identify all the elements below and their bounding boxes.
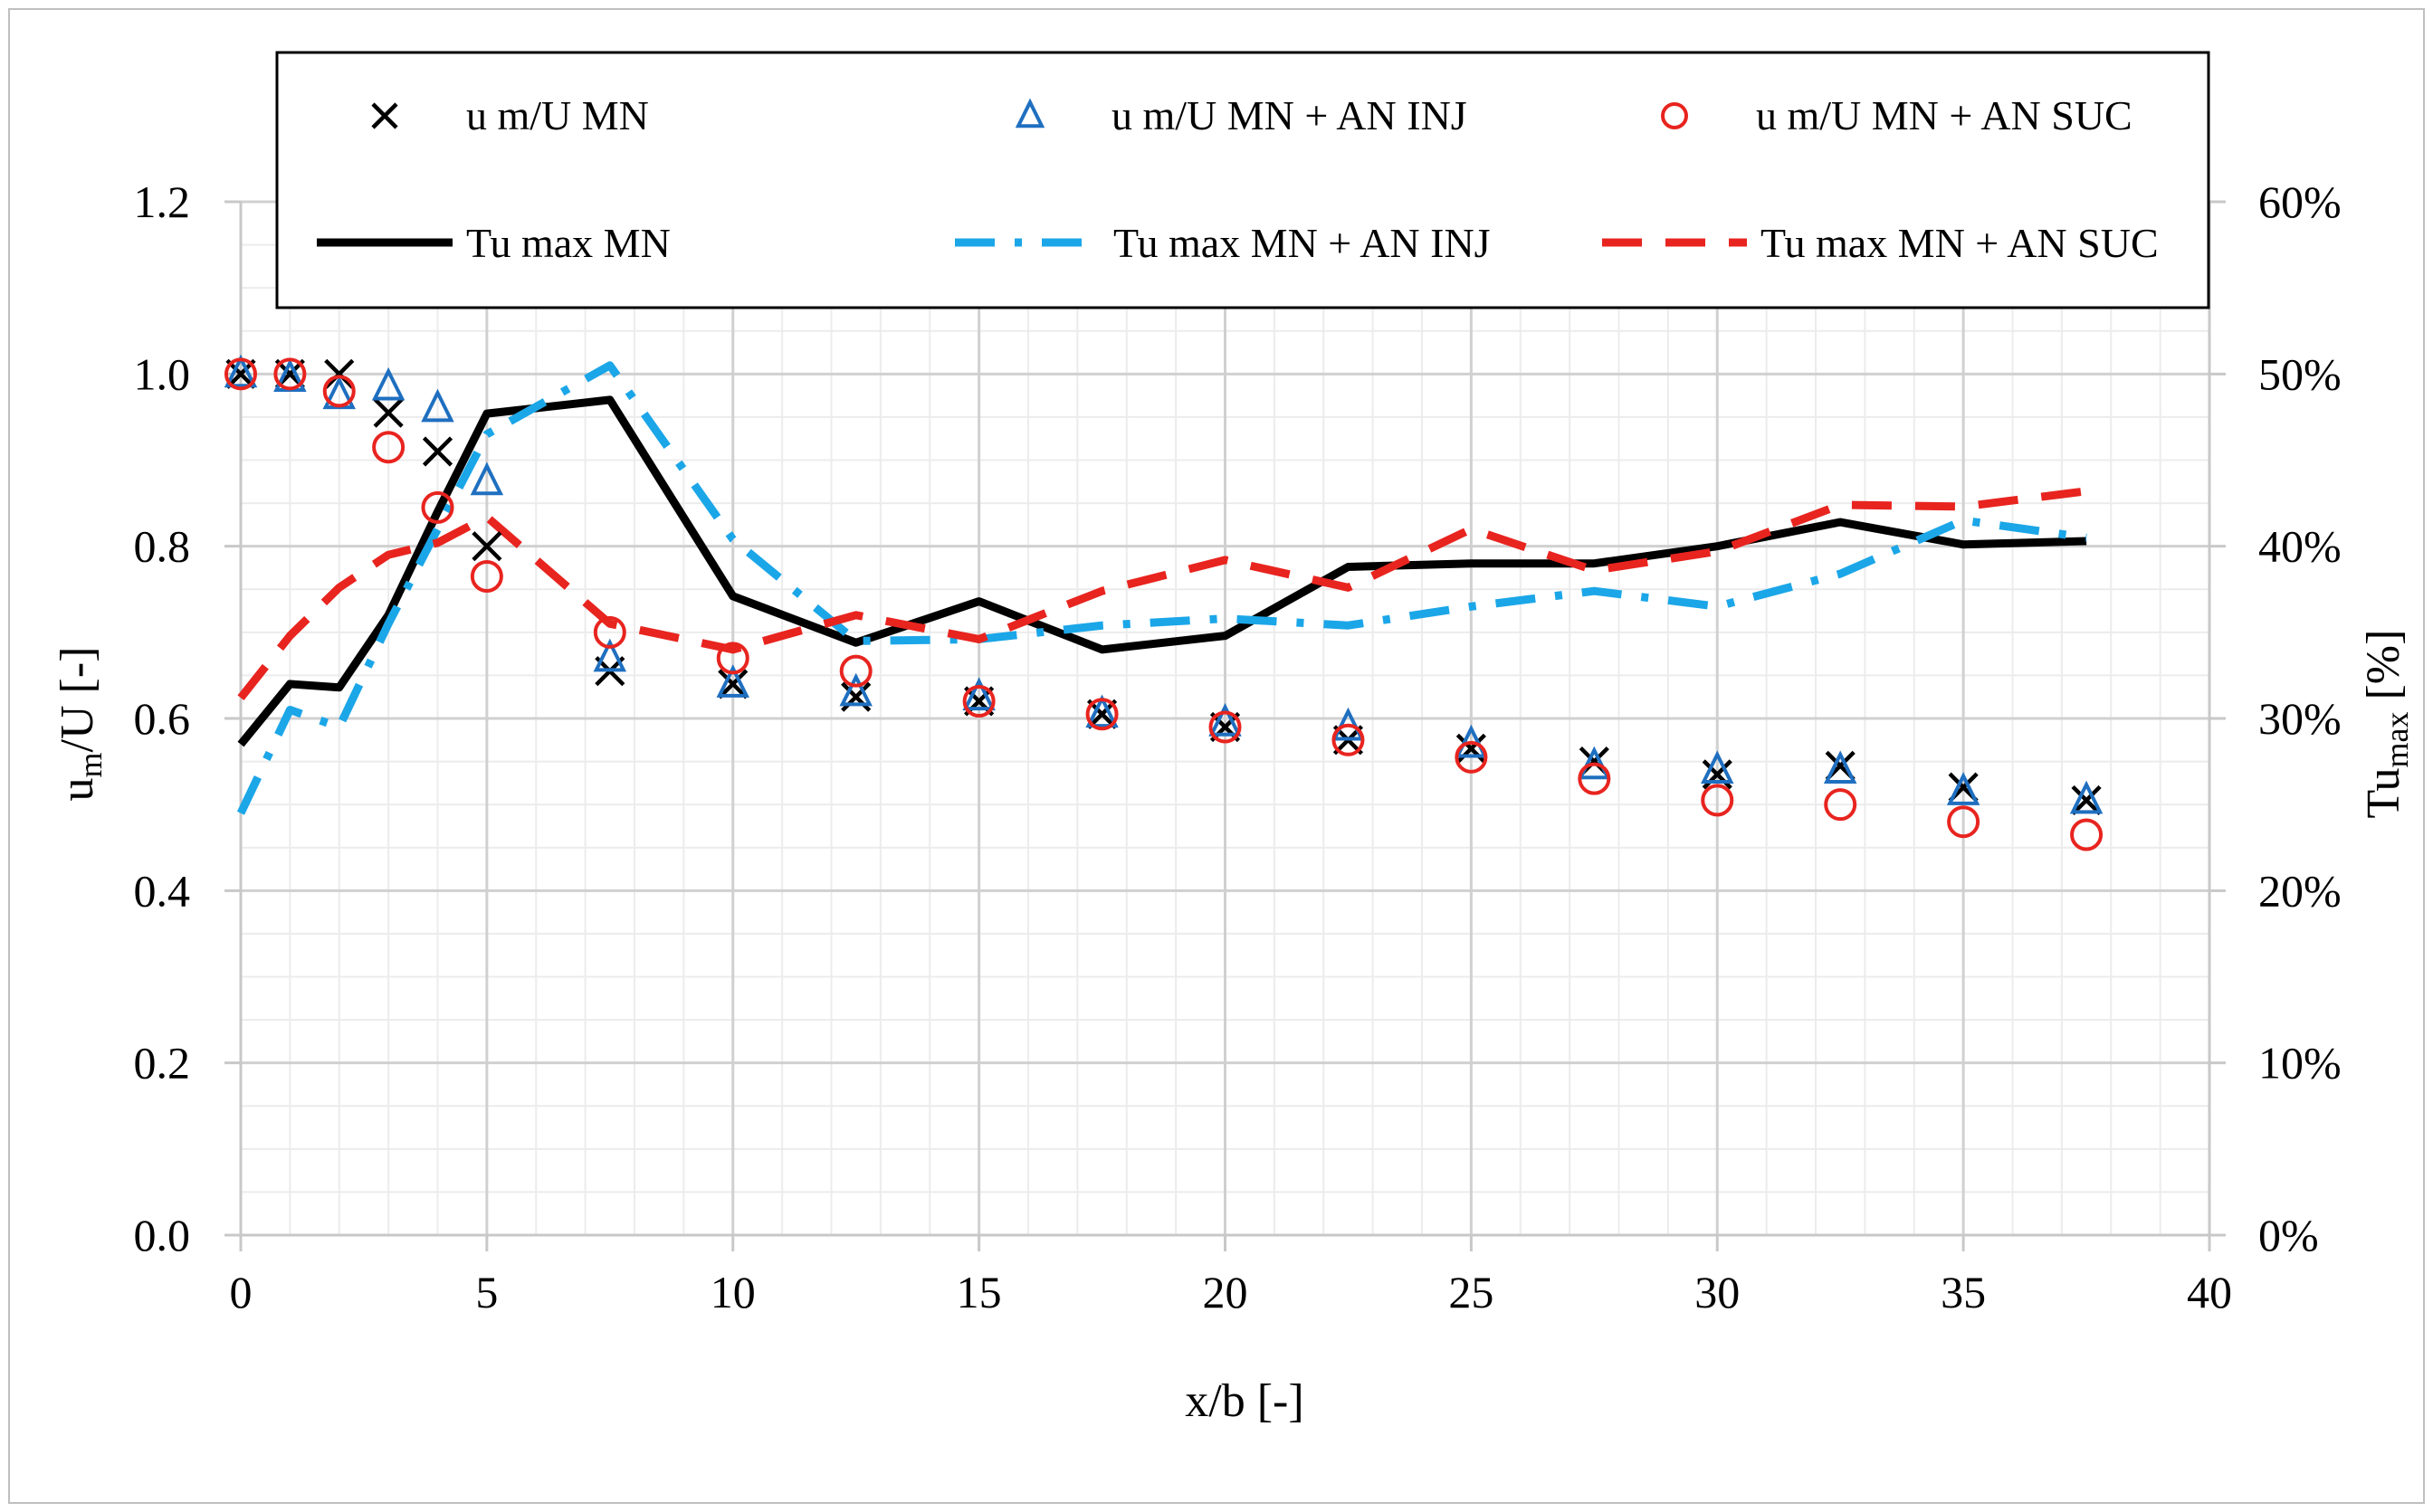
data-point bbox=[324, 358, 355, 389]
data-point bbox=[1085, 694, 1119, 728]
legend-label: u m/U MN bbox=[466, 92, 649, 138]
data-point bbox=[224, 357, 257, 391]
data-point bbox=[273, 357, 307, 391]
data-point bbox=[839, 672, 873, 707]
data-point bbox=[2069, 780, 2104, 814]
x-tick-label: 0 bbox=[230, 1267, 253, 1317]
data-point bbox=[716, 642, 749, 675]
data-point bbox=[2071, 785, 2102, 815]
data-point bbox=[322, 375, 356, 408]
data-point bbox=[1701, 750, 1734, 785]
y-axis-title: um/U [-] bbox=[52, 647, 109, 802]
y-tick-label: 0.4 bbox=[134, 865, 191, 916]
y2-tick-label: 20% bbox=[2258, 865, 2342, 916]
data-point bbox=[1331, 723, 1365, 756]
data-point bbox=[470, 559, 503, 593]
x-tick-label: 15 bbox=[957, 1267, 1002, 1317]
x-tick-label: 30 bbox=[1694, 1267, 1740, 1317]
y2-axis-title-subscript: max bbox=[2379, 712, 2415, 768]
y-tick-label: 1.2 bbox=[134, 176, 191, 227]
data-point bbox=[1946, 772, 1980, 805]
scatter-series-2 bbox=[224, 357, 2104, 851]
x-tick-label: 10 bbox=[711, 1267, 756, 1317]
data-point bbox=[1085, 698, 1119, 731]
data-point bbox=[716, 664, 749, 698]
data-point bbox=[593, 615, 626, 649]
legend-label: Tu max MN + AN SUC bbox=[1760, 220, 2159, 266]
y-axis-title-main: u bbox=[52, 777, 103, 801]
y-tick-label: 0.6 bbox=[134, 693, 191, 744]
legend-label: Tu max MN bbox=[466, 220, 671, 266]
y2-axis-title-main: Tu bbox=[2358, 768, 2409, 819]
legend-marker-0 bbox=[371, 102, 398, 129]
data-point bbox=[1208, 703, 1242, 737]
legend-label: u m/U MN + AN SUC bbox=[1756, 92, 2132, 138]
y2-tick-label: 40% bbox=[2258, 521, 2342, 572]
data-point bbox=[421, 490, 454, 524]
x-tick-label: 40 bbox=[2187, 1267, 2232, 1317]
data-point bbox=[962, 684, 996, 718]
data-point bbox=[372, 431, 406, 464]
data-point bbox=[1701, 784, 1734, 817]
data-point bbox=[593, 638, 627, 672]
y2-tick-label: 30% bbox=[2258, 693, 2342, 744]
axes: 0 5 10 15 20 25 30 35 40 0.0 0.2 0.4 0.6 0.8 1.0 1.2 0% 1… bbox=[134, 176, 2342, 1317]
y-tick-label: 0.8 bbox=[134, 521, 191, 572]
y2-axis-title: Tumax [%] bbox=[2358, 630, 2415, 819]
data-point bbox=[224, 354, 258, 388]
x-tick-label: 35 bbox=[1941, 1267, 1986, 1317]
data-point bbox=[371, 366, 406, 401]
data-point bbox=[1331, 707, 1365, 741]
y-tick-label: 0.0 bbox=[134, 1210, 191, 1260]
legend-box bbox=[275, 51, 2210, 309]
y-axis-title-subscript: m bbox=[72, 752, 109, 777]
y2-tick-label: 0% bbox=[2258, 1210, 2319, 1260]
x-axis-title: x/b [-] bbox=[1185, 1375, 1303, 1427]
data-point bbox=[1455, 740, 1488, 774]
data-point bbox=[2070, 818, 2104, 851]
data-point bbox=[1455, 724, 1488, 758]
data-point bbox=[1578, 746, 1611, 780]
data-point bbox=[1208, 710, 1242, 744]
data-point bbox=[839, 654, 873, 688]
data-point bbox=[1578, 762, 1611, 795]
data-point bbox=[962, 677, 996, 711]
x-tick-label: 20 bbox=[1203, 1267, 1248, 1317]
y2-axis-title-rest: [%] bbox=[2358, 630, 2409, 712]
y2-tick-label: 50% bbox=[2258, 348, 2342, 399]
data-point bbox=[470, 461, 504, 496]
series bbox=[224, 354, 2104, 851]
data-point bbox=[373, 397, 404, 428]
series-line-2 bbox=[237, 487, 2087, 700]
legend-marker-1 bbox=[1015, 98, 1045, 128]
data-point bbox=[472, 531, 502, 562]
data-point bbox=[422, 436, 453, 467]
x-tick-label: 25 bbox=[1448, 1267, 1493, 1317]
legend: u m/U MN u m/U MN + AN INJ u m/U MN + AN S… bbox=[275, 51, 2210, 309]
y2-tick-label: 10% bbox=[2258, 1038, 2342, 1089]
y-axis-title-rest: /U [-] bbox=[52, 647, 103, 753]
x-tick-label: 5 bbox=[475, 1267, 498, 1317]
data-point bbox=[421, 388, 454, 423]
legend-marker-2 bbox=[1661, 102, 1688, 129]
data-point bbox=[1947, 805, 1980, 839]
legend-label: u m/U MN + AN INJ bbox=[1112, 92, 1467, 138]
y-tick-label: 0.2 bbox=[134, 1038, 191, 1089]
gridlines bbox=[241, 200, 2211, 1235]
y2-tick-label: 60% bbox=[2258, 176, 2342, 227]
data-point bbox=[1824, 788, 1857, 822]
data-point bbox=[718, 669, 749, 699]
legend-label: Tu max MN + AN INJ bbox=[1113, 220, 1491, 266]
y-tick-label: 1.0 bbox=[134, 348, 191, 399]
data-point bbox=[1823, 750, 1857, 785]
